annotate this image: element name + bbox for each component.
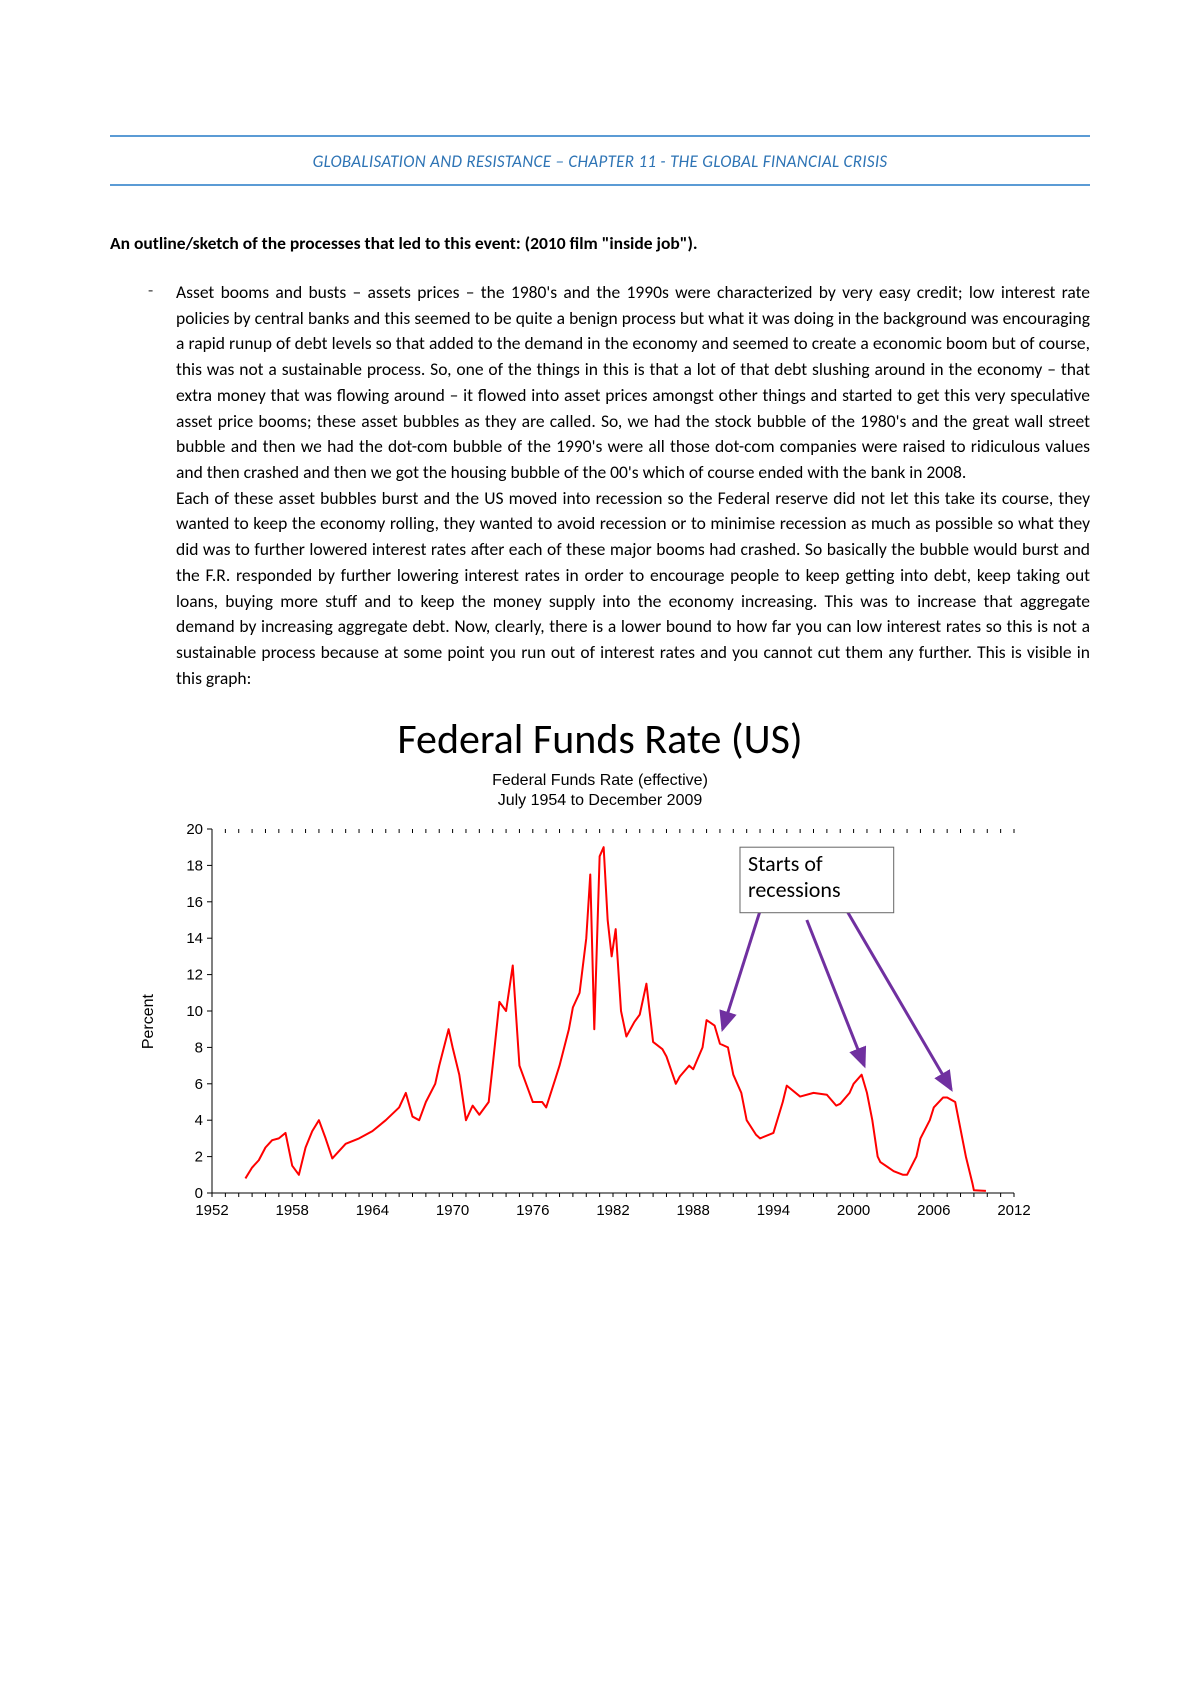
svg-text:2000: 2000 (837, 1202, 870, 1219)
svg-text:1994: 1994 (757, 1202, 790, 1219)
chart-y-axis-label: Percent (140, 994, 158, 1049)
svg-text:18: 18 (186, 857, 203, 874)
svg-text:0: 0 (195, 1185, 203, 1202)
chart-subtitle-line2: July 1954 to December 2009 (498, 792, 703, 809)
svg-text:6: 6 (195, 1075, 203, 1092)
bullet-text: Asset booms and busts – assets prices – … (176, 280, 1090, 692)
bullet-marker: - (148, 280, 176, 692)
svg-text:2: 2 (195, 1148, 203, 1165)
chart-subtitle-line1: Federal Funds Rate (effective) (492, 772, 708, 789)
svg-text:12: 12 (186, 966, 203, 983)
svg-text:14: 14 (186, 930, 203, 947)
svg-text:1964: 1964 (356, 1202, 389, 1219)
svg-text:4: 4 (195, 1112, 203, 1129)
page-header-title: GLOBALISATION AND RESISTANCE – CHAPTER 1… (110, 137, 1090, 184)
svg-text:1988: 1988 (677, 1202, 710, 1219)
bullet-item: - Asset booms and busts – assets prices … (110, 280, 1090, 692)
svg-text:2006: 2006 (917, 1202, 950, 1219)
chart-main-title: Federal Funds Rate (US) (140, 714, 1060, 765)
header-rule-bottom (110, 184, 1090, 186)
document-page: GLOBALISATION AND RESISTANCE – CHAPTER 1… (0, 0, 1200, 1227)
svg-text:2012: 2012 (997, 1202, 1030, 1219)
intro-line: An outline/sketch of the processes that … (110, 232, 1090, 254)
svg-text:1982: 1982 (596, 1202, 629, 1219)
svg-text:Starts of: Starts of (748, 850, 823, 877)
chart-subtitle: Federal Funds Rate (effective) July 1954… (140, 771, 1060, 811)
chart-container: Federal Funds Rate (US) Federal Funds Ra… (140, 714, 1060, 1227)
svg-text:1958: 1958 (276, 1202, 309, 1219)
svg-text:1970: 1970 (436, 1202, 469, 1219)
svg-text:recessions: recessions (748, 876, 841, 903)
svg-text:20: 20 (186, 821, 203, 838)
chart-plot-area: 0 2 4 6 8 10 12 14 16 18 20 1952 1958 1964 1970 1976 198… (162, 817, 1032, 1227)
svg-text:1952: 1952 (195, 1202, 228, 1219)
svg-text:16: 16 (186, 893, 203, 910)
svg-text:1976: 1976 (516, 1202, 549, 1219)
bullet-para-2: Each of these asset bubbles burst and th… (176, 486, 1090, 692)
svg-text:10: 10 (186, 1003, 203, 1020)
bullet-para-1: Asset booms and busts – assets prices – … (176, 280, 1090, 486)
svg-text:8: 8 (195, 1039, 203, 1056)
